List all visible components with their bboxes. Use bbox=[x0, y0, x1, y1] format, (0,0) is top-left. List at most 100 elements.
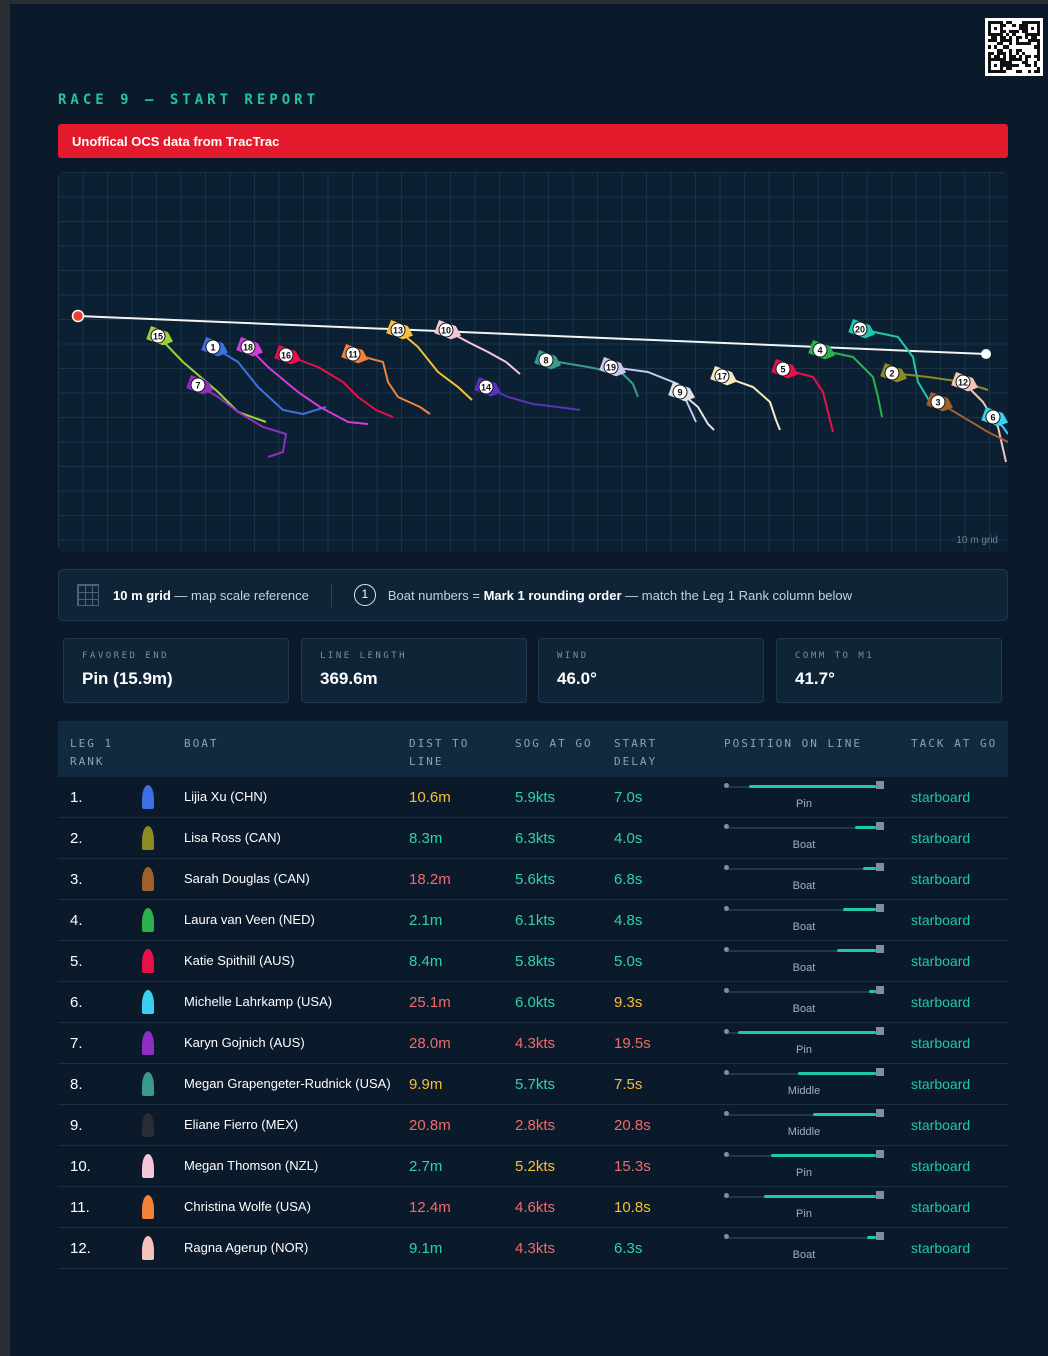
stat-value: 46.0° bbox=[557, 669, 597, 688]
stat-comm-to-m1: COMM TO M1 41.7° bbox=[776, 638, 1002, 703]
start-line-map: 15 1 18 16 11 13 10 7 14 8 19 9 17 5 4 20 2 12 3 6 10 m gri… bbox=[58, 172, 1008, 552]
delay-cell: 6.8s bbox=[614, 871, 643, 888]
position-bar bbox=[862, 867, 876, 870]
legend-boats-text-a: Boat numbers = bbox=[387, 587, 484, 603]
tack-cell: starboard bbox=[911, 994, 971, 1010]
boat-track bbox=[721, 375, 781, 431]
position-bar bbox=[868, 990, 876, 993]
rank-cell: 5. bbox=[70, 953, 83, 970]
position-bar bbox=[837, 949, 876, 952]
sog-cell: 5.9kts bbox=[515, 789, 556, 806]
pin-end-marker bbox=[724, 1029, 729, 1034]
pin-end-marker bbox=[724, 783, 729, 788]
boat-number-label: 13 bbox=[393, 326, 403, 336]
boat-track bbox=[819, 349, 883, 418]
header-tack: TACK AT GO bbox=[911, 737, 998, 750]
pin-end-marker bbox=[724, 947, 729, 952]
stat-value: 369.6m bbox=[320, 669, 378, 688]
boat-end-marker bbox=[876, 1109, 884, 1117]
sog-cell: 5.7kts bbox=[515, 1076, 556, 1093]
table-row: 3. Sarah Douglas (CAN) 18.2m 5.6kts 6.8s… bbox=[58, 859, 1008, 900]
boat-icon bbox=[142, 1236, 154, 1260]
position-label: Pin bbox=[796, 1208, 812, 1220]
boat-end-marker bbox=[876, 904, 884, 912]
tack-cell: starboard bbox=[911, 1240, 971, 1256]
boat-icon bbox=[142, 949, 154, 973]
dist-cell: 20.8m bbox=[409, 1117, 451, 1134]
boat-number-badge bbox=[884, 365, 900, 381]
boat-number-badge bbox=[478, 379, 494, 395]
position-bar bbox=[855, 826, 876, 829]
rank-cell: 2. bbox=[70, 830, 83, 847]
table-row: 8. Megan Grapengeter-Rudnick (USA) 9.9m … bbox=[58, 1064, 1008, 1105]
sog-cell: 4.6kts bbox=[515, 1199, 556, 1216]
delay-cell: 5.0s bbox=[614, 953, 643, 970]
boat-name-cell: Laura van Veen (NED) bbox=[184, 912, 315, 927]
dist-cell: 28.0m bbox=[409, 1035, 451, 1052]
rank-cell: 11. bbox=[70, 1199, 90, 1216]
table-row: 1. Lijia Xu (CHN) 10.6m 5.9kts 7.0s Pin … bbox=[58, 777, 1008, 818]
position-label: Boat bbox=[792, 921, 816, 933]
position-bar bbox=[798, 1072, 876, 1075]
position-label: Boat bbox=[792, 962, 816, 974]
boat-number-label: 1 bbox=[210, 343, 215, 353]
position-track bbox=[726, 868, 882, 870]
rank-cell: 9. bbox=[70, 1117, 83, 1134]
boat-number-badge bbox=[150, 328, 166, 344]
boat-name-cell: Megan Thomson (NZL) bbox=[184, 1158, 319, 1173]
boat-number-label: 5 bbox=[780, 365, 785, 375]
header-sog: SOG AT GO bbox=[515, 737, 593, 750]
delay-cell: 19.5s bbox=[614, 1035, 651, 1052]
delay-cell: 10.8s bbox=[614, 1199, 651, 1216]
dist-cell: 2.7m bbox=[409, 1158, 443, 1175]
dist-cell: 9.9m bbox=[409, 1076, 443, 1093]
rank-cell: 7. bbox=[70, 1035, 83, 1052]
position-bar bbox=[771, 1154, 876, 1157]
dist-cell: 9.1m bbox=[409, 1240, 443, 1257]
pin-end-marker bbox=[724, 1234, 729, 1239]
sog-cell: 6.1kts bbox=[515, 912, 556, 929]
legend-boats-bold: Mark 1 rounding order bbox=[483, 587, 622, 603]
pin-end-marker bbox=[724, 824, 729, 829]
delay-cell: 6.3s bbox=[614, 1240, 643, 1257]
sog-cell: 6.0kts bbox=[515, 994, 556, 1011]
boat-name-cell: Michelle Lahrkamp (USA) bbox=[184, 994, 333, 1009]
stat-label: LINE LENGTH bbox=[320, 651, 408, 661]
pin-end-mark bbox=[71, 309, 85, 323]
map-legend: 10 m grid — map scale reference 1 Boat n… bbox=[58, 569, 1008, 621]
stat-label: COMM TO M1 bbox=[795, 651, 875, 661]
ocs-warning-banner: Unoffical OCS data from TracTrac bbox=[58, 124, 1008, 158]
boat-number-badge bbox=[985, 409, 1001, 425]
table-row: 4. Laura van Veen (NED) 2.1m 6.1kts 4.8s… bbox=[58, 900, 1008, 941]
boat-number-badge bbox=[538, 352, 554, 368]
boat-icon bbox=[142, 1154, 154, 1178]
rank-cell: 6. bbox=[70, 994, 83, 1011]
boat-track bbox=[247, 346, 369, 425]
boat-name-cell: Sarah Douglas (CAN) bbox=[184, 871, 310, 886]
boat-number-label: 6 bbox=[990, 413, 995, 423]
delay-cell: 4.0s bbox=[614, 830, 643, 847]
boat-number-badge bbox=[190, 377, 206, 393]
position-label: Middle bbox=[787, 1126, 821, 1138]
boat-icon bbox=[142, 1031, 154, 1055]
boat-number-badge bbox=[812, 342, 828, 358]
tack-cell: starboard bbox=[911, 1076, 971, 1092]
boat-track bbox=[285, 354, 394, 418]
dist-cell: 18.2m bbox=[409, 871, 451, 888]
dist-cell: 12.4m bbox=[409, 1199, 451, 1216]
boat-name-cell: Lijia Xu (CHN) bbox=[184, 789, 268, 804]
stat-value: 41.7° bbox=[795, 669, 835, 688]
rank-cell: 10. bbox=[70, 1158, 91, 1175]
position-label: Boat bbox=[792, 1003, 816, 1015]
boat-icon bbox=[142, 826, 154, 850]
tack-cell: starboard bbox=[911, 1035, 971, 1051]
boat-track bbox=[859, 328, 931, 403]
tack-cell: starboard bbox=[911, 1199, 971, 1215]
position-label: Middle bbox=[787, 1085, 821, 1097]
position-bar bbox=[738, 1031, 876, 1034]
boat-number-label: 12 bbox=[958, 378, 968, 388]
boat-number-label: 4 bbox=[817, 346, 822, 356]
boat-name-cell: Megan Grapengeter-Rudnick (USA) bbox=[184, 1076, 391, 1091]
boat-number-badge bbox=[278, 347, 294, 363]
grid-icon bbox=[77, 584, 99, 606]
